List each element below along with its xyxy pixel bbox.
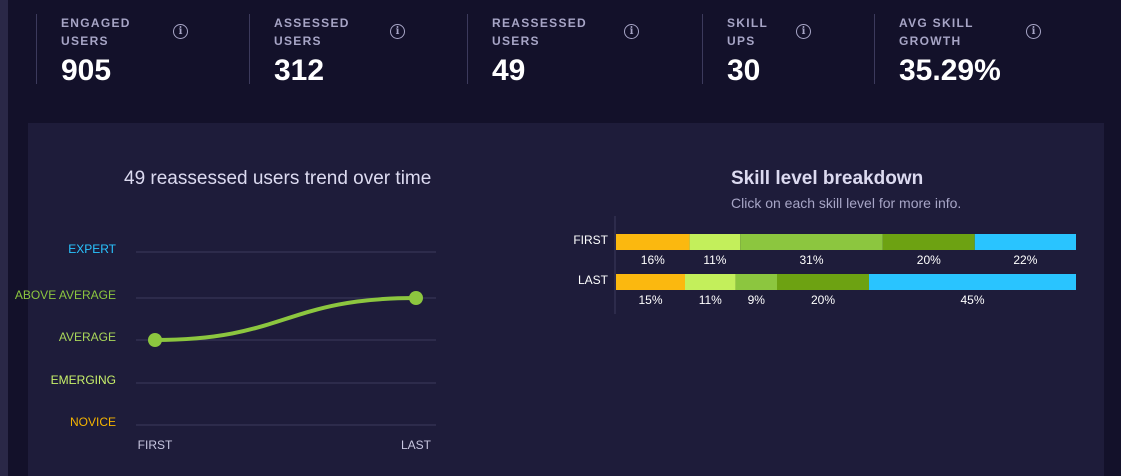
left-sidebar-edge [0,0,8,476]
stat-label: AVG SKILL GROWTH [899,16,974,48]
segment-value-label: 20% [811,293,835,307]
segment-value-label: 31% [799,253,823,267]
level-label: EMERGING [51,373,116,387]
stats-bar: ENGAGED USERS 905 i ASSESSED USERS 312 i… [0,0,1121,110]
segment-value-label: 45% [960,293,984,307]
stat-avg-skill-growth: AVG SKILL GROWTH 35.29% i [874,14,1041,87]
stat-label: ENGAGED USERS [61,16,131,48]
segment-value-label: 11% [699,293,722,307]
row-label: FIRST [573,233,608,247]
level-label: AVERAGE [59,330,116,344]
segment-value-label: 9% [748,293,766,307]
x-tick-label: LAST [401,438,432,452]
stat-label: ASSESSED USERS [274,16,350,48]
bar-segment[interactable] [777,274,869,290]
stat-engaged-users: ENGAGED USERS 905 i [36,14,188,87]
stat-skill-ups: SKILL UPS 30 i [702,14,811,87]
breakdown-subtitle: Click on each skill level for more info. [731,195,962,211]
bar-segment[interactable] [689,234,741,250]
segment-value-label: 11% [703,253,726,267]
info-icon[interactable]: i [796,24,811,39]
info-icon[interactable]: i [390,24,405,39]
info-icon[interactable]: i [1026,24,1041,39]
breakdown-title: Skill level breakdown [731,168,924,189]
stat-value: 49 [492,54,526,87]
level-label: ABOVE AVERAGE [15,288,116,302]
info-icon[interactable]: i [173,24,188,39]
segment-value-label: 15% [638,293,662,307]
stat-label: SKILL UPS [727,16,768,48]
segment-value-label: 20% [917,253,941,267]
stat-value: 312 [274,54,325,87]
segment-value-label: 16% [641,253,665,267]
stat-reassessed-users: REASSESSED USERS 49 i [467,14,639,87]
data-point[interactable] [409,291,423,305]
bar-segment[interactable] [740,234,883,250]
x-tick-label: FIRST [138,438,173,452]
bar-segment[interactable] [974,234,1076,250]
charts-panel [28,123,1104,476]
stat-assessed-users: ASSESSED USERS 312 i [249,14,405,87]
stat-value: 30 [727,54,761,87]
trend-chart-title: 49 reassessed users trend over time [124,168,432,189]
level-label: NOVICE [70,415,116,429]
stat-value: 905 [61,54,112,87]
bar-segment[interactable] [616,274,685,290]
info-icon[interactable]: i [624,24,639,39]
bar-segment[interactable] [882,234,975,250]
bar-segment[interactable] [685,274,736,290]
bar-segment[interactable] [735,274,777,290]
row-label: LAST [578,273,609,287]
data-point[interactable] [148,333,162,347]
level-label: EXPERT [68,242,116,256]
bar-segment[interactable] [616,234,690,250]
series-line [154,296,417,342]
segment-value-label: 22% [1013,253,1037,267]
bar-segment[interactable] [869,274,1076,290]
stat-label: REASSESSED USERS [492,16,588,48]
stat-value: 35.29% [899,54,1001,87]
